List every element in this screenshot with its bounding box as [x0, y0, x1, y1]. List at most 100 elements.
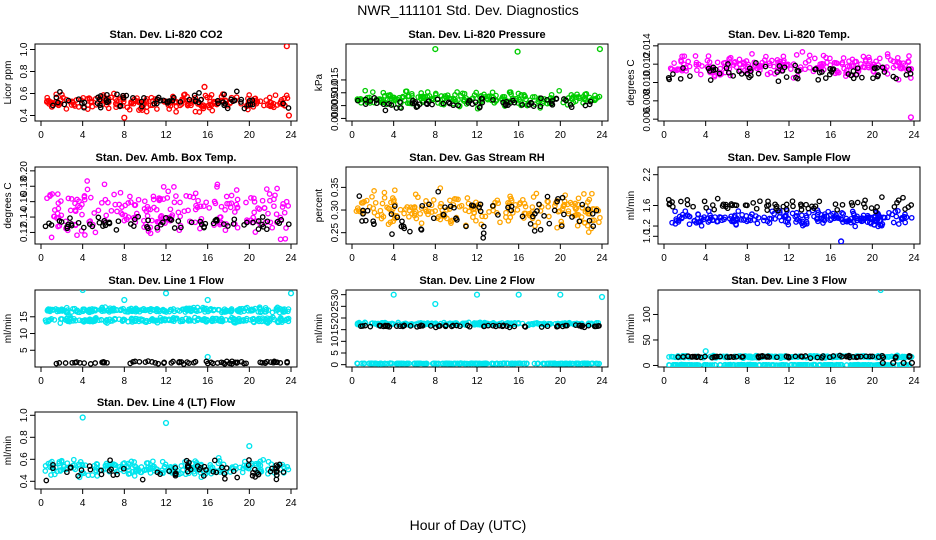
data-point [427, 323, 434, 329]
data-point [75, 104, 82, 110]
data-point [89, 472, 96, 478]
data-point [107, 457, 113, 464]
data-point [92, 360, 99, 366]
data-point [728, 353, 734, 360]
y-tick-label: 0.8 [19, 64, 30, 78]
x-tick-label: 20 [244, 498, 256, 509]
data-point [738, 217, 745, 223]
data-point [224, 200, 230, 207]
data-point [807, 355, 814, 361]
data-point [749, 51, 755, 57]
data-point [118, 306, 125, 313]
data-point [582, 360, 589, 367]
data-point [42, 317, 49, 324]
data-point [77, 360, 83, 366]
data-point [781, 362, 787, 367]
data-point [887, 57, 894, 63]
data-point [57, 100, 64, 107]
data-point [186, 96, 193, 103]
data-point [902, 62, 908, 68]
data-point [870, 75, 876, 82]
data-point [255, 461, 262, 468]
data-point [380, 323, 387, 330]
data-point [810, 361, 817, 367]
data-point [793, 52, 800, 58]
y-tick-label: 2.2 [642, 167, 653, 181]
x-tick-label: 20 [555, 253, 567, 264]
outlier-point [596, 45, 604, 53]
data-point [697, 354, 704, 361]
data-point [574, 91, 580, 98]
data-point [844, 63, 851, 70]
data-point [198, 215, 205, 222]
x-tick-label: 16 [825, 253, 837, 264]
data-point [511, 323, 518, 330]
data-point [192, 190, 199, 197]
data-point [67, 465, 74, 471]
data-point [285, 308, 291, 315]
y-tick-label: 1.2 [642, 219, 653, 233]
data-point [766, 60, 773, 66]
data-point [99, 304, 105, 311]
data-point [565, 208, 572, 214]
data-point [430, 197, 437, 203]
x-tick-label: 0 [349, 253, 355, 264]
data-point [515, 320, 521, 327]
data-point [210, 468, 217, 475]
data-point [285, 221, 292, 228]
data-point [484, 360, 490, 367]
data-point [790, 203, 796, 210]
data-point [211, 457, 218, 464]
data-point [236, 315, 242, 322]
data-point [511, 321, 518, 328]
data-point [112, 100, 119, 107]
data-point [92, 229, 99, 236]
data-point [108, 306, 115, 313]
data-point [65, 195, 72, 202]
data-point [181, 208, 188, 215]
x-tick-label: 16 [202, 130, 214, 141]
data-point [401, 97, 408, 104]
data-point [668, 66, 675, 73]
data-point [464, 195, 471, 201]
data-point [70, 306, 76, 312]
x-tick-label: 4 [80, 376, 86, 387]
data-point [173, 193, 179, 199]
data-point [705, 208, 712, 215]
data-point [264, 218, 271, 225]
x-tick-label: 16 [513, 130, 525, 141]
data-point [216, 317, 223, 323]
series-sample [669, 207, 915, 244]
data-point [136, 308, 143, 315]
data-point [418, 95, 424, 102]
data-point [678, 198, 684, 205]
data-point [285, 466, 292, 473]
y-tick-label: 0 [330, 361, 341, 367]
data-point [815, 76, 822, 83]
data-point [51, 317, 58, 323]
data-point [753, 60, 759, 66]
data-point [222, 475, 228, 482]
data-point [245, 462, 252, 468]
data-point [183, 193, 190, 199]
plot-area [42, 414, 292, 484]
data-point [744, 362, 750, 367]
data-point [686, 63, 693, 70]
data-point [145, 217, 151, 224]
data-point [845, 71, 852, 77]
data-point [585, 199, 591, 205]
data-point [178, 224, 184, 231]
data-point [766, 220, 773, 226]
data-point [135, 213, 141, 220]
data-point [819, 69, 825, 75]
data-point [84, 178, 91, 184]
data-point [234, 204, 241, 211]
y-tick-label: 0.4 [19, 474, 30, 488]
data-point [665, 74, 672, 81]
outlier-point [246, 443, 253, 450]
data-point [154, 106, 160, 112]
x-tick-label: 0 [349, 130, 355, 141]
y-tick-label: 0.14 [19, 207, 30, 227]
data-point [277, 236, 284, 243]
data-point [87, 466, 94, 473]
